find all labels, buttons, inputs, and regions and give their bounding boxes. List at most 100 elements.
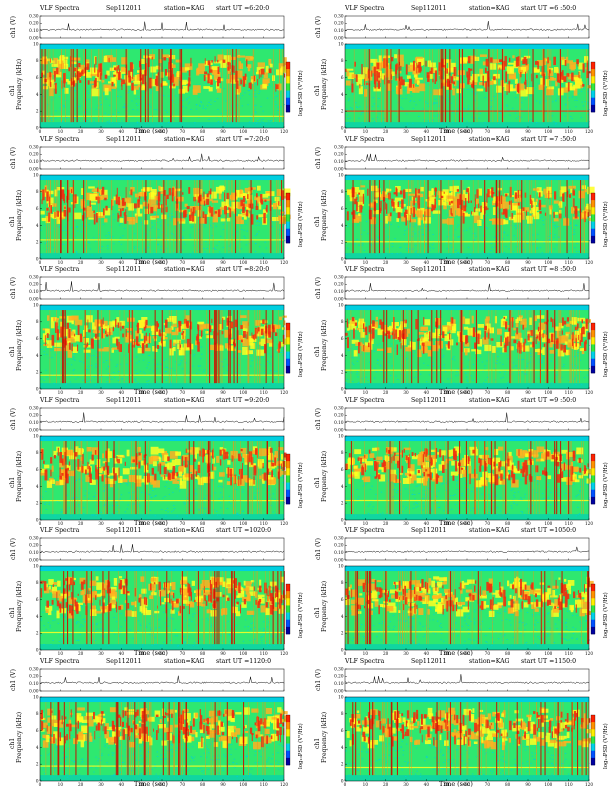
time-xtick-label: 100 (544, 260, 552, 265)
ch1-waveform-line (39, 675, 285, 684)
frequency-ytick-label: 0 (341, 517, 344, 522)
time-xtick-label: 60 (159, 260, 165, 265)
panel-date: Sep112011 (106, 657, 142, 665)
time-xtick-label: 40 (119, 782, 125, 787)
colorbar-segment (286, 199, 290, 208)
ch1-ytick-label: 0.30 (29, 535, 39, 540)
spectrogram-panel: VLF Spectra Sep112011 station=KAG start UT … (313, 135, 612, 266)
frequency-ytick-label: 8 (36, 450, 39, 455)
time-xtick-label: 40 (424, 651, 430, 656)
ch1-plot-frame (39, 15, 285, 39)
colorbar-segment (286, 62, 290, 70)
time-xtick-label: 60 (464, 390, 470, 395)
colorbar-segment (591, 358, 595, 367)
panel-start-time: start UT =9 :50:0 (521, 396, 577, 404)
time-xtick-label: 110 (260, 390, 268, 395)
frequency-ytick-label: 2 (36, 761, 39, 766)
time-xtick-label: 110 (260, 782, 268, 787)
panel-station: station=KAG (469, 5, 510, 12)
colorbar-frame (590, 192, 596, 243)
ch1-ytick-label: 0.30 (29, 274, 39, 279)
time-xtick-label: 50 (444, 651, 450, 656)
ch1-ytick-label: 0.00 (334, 296, 344, 301)
colorbar-segment (591, 90, 595, 99)
time-xtick-label: 80 (200, 651, 206, 656)
frequency-ytick-label: 6 (36, 206, 39, 211)
noise-band-top (40, 305, 284, 311)
time-xtick-label: 20 (383, 390, 389, 395)
frequency-ytick-label: 10 (338, 694, 344, 699)
sferic-spikes (46, 179, 283, 253)
time-xtick-label: 100 (544, 390, 552, 395)
time-xtick-label: 30 (98, 390, 104, 395)
colorbar-frame (590, 61, 596, 113)
noise-band-bottom (40, 513, 284, 520)
time-xtick-label: 20 (78, 129, 84, 134)
frequency-ytick-label: 2 (341, 761, 344, 766)
time-xtick-label: 10 (363, 129, 369, 134)
ch1-plot-frame (344, 407, 590, 430)
time-xtick-label: 10 (58, 651, 64, 656)
panel-start-time: start UT =8:20:0 (216, 266, 270, 273)
panel-title: VLF Spectra (40, 657, 80, 665)
time-xtick-label: 120 (585, 782, 593, 787)
spectrogram-panel: VLF Spectra Sep112011 station=KAG start UT … (8, 526, 308, 657)
time-xtick-label: 40 (119, 129, 125, 134)
time-xtick-label: 30 (98, 782, 104, 787)
panel-header: VLF Spectra Sep112011 station=KAG start UT … (341, 657, 601, 667)
colorbar-segment (591, 743, 595, 751)
frequency-ytick-label: 0 (341, 256, 344, 261)
time-xtick-label: 10 (58, 129, 64, 134)
frequency-ytick-label: 10 (33, 172, 39, 177)
colorbar-segment (591, 474, 595, 483)
panel-start-time: start UT =1050:0 (521, 527, 577, 534)
noise-band-top (40, 696, 284, 702)
ch1-plot-frame (344, 668, 590, 691)
time-xtick-label: 40 (424, 129, 430, 134)
time-xtick-label: 120 (280, 390, 288, 395)
time-xtick-label: 120 (585, 260, 593, 265)
time-xtick-label: 90 (220, 260, 226, 265)
frequency-ytick-label: 4 (341, 744, 344, 749)
colorbar-segment (286, 750, 290, 758)
frequency-ytick-label: 0 (36, 647, 39, 652)
ch1-ytick-label: 0.30 (29, 13, 39, 18)
time-xtick-label: 70 (485, 260, 491, 265)
ch1-trace-plot: 0.00 0.10 0.20 0.30 (29, 405, 285, 432)
time-xtick-label: 50 (444, 390, 450, 395)
time-axis-label: Time (sec) (439, 127, 473, 135)
colorbar-segment (286, 482, 290, 490)
frequency-ytick-label: 10 (338, 563, 344, 568)
panel-title: VLF Spectra (345, 266, 385, 273)
ch1-ytick-label: 0.30 (334, 274, 344, 279)
frequency-ytick-label: 8 (36, 711, 39, 716)
time-xtick-label: 80 (200, 521, 206, 526)
frequency-ytick-label: 4 (36, 222, 39, 227)
panel-station: station=KAG (164, 657, 205, 665)
time-xtick-label: 110 (565, 129, 573, 134)
colorbar (285, 192, 291, 243)
frequency-ytick-label: 10 (338, 302, 344, 307)
frequency-ytick-label: 8 (36, 189, 39, 194)
time-xtick-label: 50 (139, 129, 145, 134)
time-xtick-label: 90 (220, 782, 226, 787)
time-xtick-label: 70 (485, 521, 491, 526)
time-axis-label: Time (sec) (134, 779, 168, 788)
time-xtick-label: 10 (363, 651, 369, 656)
time-xtick-label: 90 (525, 521, 531, 526)
frequency-ytick-label: 8 (36, 58, 39, 63)
ch1-ytick-label: 0.30 (334, 13, 344, 18)
time-xtick-label: 100 (239, 129, 247, 134)
ch1-waveform-line (344, 546, 590, 553)
noise-band-bottom (40, 383, 284, 389)
time-xtick-label: 60 (159, 521, 165, 526)
time-xtick-label: 50 (444, 260, 450, 265)
